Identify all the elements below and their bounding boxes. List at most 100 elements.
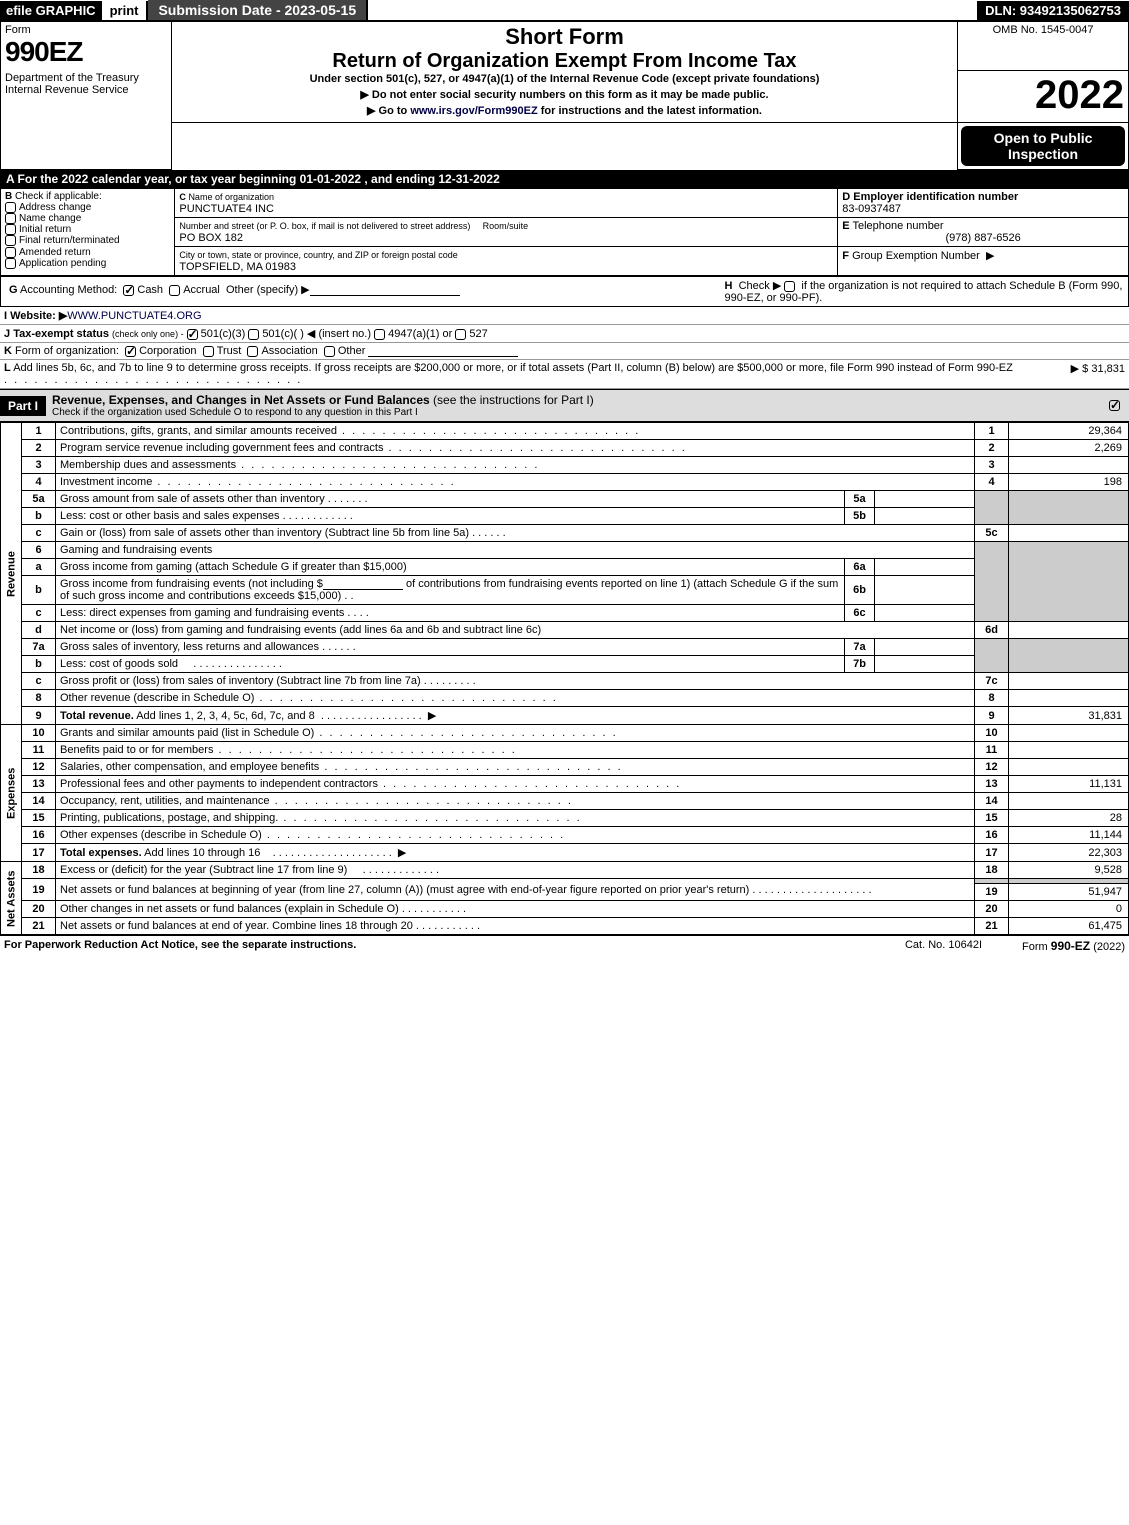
- l20-desc: Other changes in net assets or fund bala…: [60, 903, 399, 915]
- irs-link[interactable]: www.irs.gov/Form990EZ: [410, 105, 537, 117]
- l11-desc: Benefits paid to or for members: [60, 744, 213, 756]
- l14-num: 14: [22, 793, 56, 810]
- l7b-boxval: [875, 656, 975, 673]
- phone-value: (978) 887-6526: [842, 232, 1124, 244]
- city-value: TOPSFIELD, MA 01983: [179, 261, 296, 273]
- cash-label: Cash: [137, 284, 163, 296]
- assoc-checkbox[interactable]: [247, 346, 258, 357]
- l6d-desc: Net income or (loss) from gaming and fun…: [56, 622, 975, 639]
- efile-label: efile GRAPHIC: [0, 1, 102, 20]
- expenses-vert-label: Expenses: [1, 725, 22, 862]
- addr-change-checkbox[interactable]: [5, 202, 16, 213]
- org-name: PUNCTUATE4 INC: [179, 203, 274, 215]
- l21-r: 21: [975, 918, 1009, 935]
- name-org-label: Name of organization: [188, 192, 274, 202]
- short-form-title: Short Form: [176, 24, 953, 50]
- group-exempt-label: Group Exemption Number: [852, 250, 980, 262]
- l2-val: 2,269: [1009, 440, 1129, 457]
- form-header: Form 990EZ Short Form Return of Organiza…: [0, 21, 1129, 170]
- l7b-desc: Less: cost of goods sold: [60, 658, 178, 670]
- l3-num: 3: [22, 457, 56, 474]
- l5c-r: 5c: [975, 525, 1009, 542]
- street-label: Number and street (or P. O. box, if mail…: [179, 221, 470, 231]
- l5b-desc: Less: cost or other basis and sales expe…: [60, 510, 280, 522]
- l21-desc: Net assets or fund balances at end of ye…: [60, 920, 413, 932]
- l20-r: 20: [975, 901, 1009, 918]
- assoc-label: Association: [261, 345, 317, 357]
- l5a-num: 5a: [22, 491, 56, 508]
- l4-num: 4: [22, 474, 56, 491]
- other-org-checkbox[interactable]: [324, 346, 335, 357]
- l8-desc: Other revenue (describe in Schedule O): [60, 692, 254, 704]
- l4-desc: Investment income: [60, 476, 152, 488]
- 4947-label: 4947(a)(1) or: [388, 328, 452, 340]
- 501c-checkbox[interactable]: [248, 329, 259, 340]
- omb-number: OMB No. 1545-0047: [958, 22, 1129, 71]
- other-org-blank: [368, 345, 518, 357]
- amended-return-checkbox[interactable]: [5, 247, 16, 258]
- l6-num: 6: [22, 542, 56, 559]
- revenue-vert-label: Revenue: [1, 423, 22, 725]
- l11-num: 11: [22, 742, 56, 759]
- l7c-num: c: [22, 673, 56, 690]
- 527-label: 527: [469, 328, 487, 340]
- section-b-title: Check if applicable:: [15, 191, 102, 202]
- app-pending-checkbox[interactable]: [5, 258, 16, 269]
- corp-label: Corporation: [139, 345, 196, 357]
- h-checkbox[interactable]: [784, 281, 795, 292]
- phone-label: Telephone number: [852, 220, 943, 232]
- room-label: Room/suite: [483, 221, 529, 231]
- name-change-checkbox[interactable]: [5, 213, 16, 224]
- initial-return-checkbox[interactable]: [5, 224, 16, 235]
- l17-num: 17: [22, 844, 56, 862]
- website-link[interactable]: WWW.PUNCTUATE4.ORG: [67, 310, 201, 322]
- l18-desc: Excess or (deficit) for the year (Subtra…: [60, 864, 347, 876]
- l7c-r: 7c: [975, 673, 1009, 690]
- under-section: Under section 501(c), 527, or 4947(a)(1)…: [176, 73, 953, 85]
- final-return-label: Final return/terminated: [19, 236, 120, 247]
- l2-desc: Program service revenue including govern…: [60, 442, 383, 454]
- l6d-val: [1009, 622, 1129, 639]
- section-j: J Tax-exempt status (check only one) - 5…: [0, 325, 1129, 343]
- final-return-checkbox[interactable]: [5, 235, 16, 246]
- section-i: I Website: ▶WWW.PUNCTUATE4.ORG: [0, 307, 1129, 325]
- 4947-checkbox[interactable]: [374, 329, 385, 340]
- tax-year: 2022: [958, 70, 1129, 123]
- amended-return-label: Amended return: [19, 247, 91, 258]
- l11-val: [1009, 742, 1129, 759]
- section-f-label: F: [842, 250, 849, 262]
- 527-checkbox[interactable]: [455, 329, 466, 340]
- corp-checkbox[interactable]: [125, 346, 136, 357]
- cash-checkbox[interactable]: [123, 285, 134, 296]
- cat-no: Cat. No. 10642I: [905, 939, 982, 953]
- part-1-schedule-o-checkbox[interactable]: [1109, 400, 1120, 411]
- l6a-desc: Gross income from gaming (attach Schedul…: [56, 559, 845, 576]
- section-l-arrow: ▶ $: [1071, 363, 1089, 375]
- accrual-checkbox[interactable]: [169, 285, 180, 296]
- name-change-label: Name change: [19, 213, 81, 224]
- trust-checkbox[interactable]: [203, 346, 214, 357]
- section-g-label: G: [9, 284, 18, 296]
- submission-date: Submission Date - 2023-05-15: [148, 0, 368, 20]
- print-link[interactable]: print: [102, 1, 149, 20]
- section-l: L Add lines 5b, 6c, and 7b to line 9 to …: [0, 360, 1129, 389]
- part-1-header: Part I Revenue, Expenses, and Changes in…: [0, 389, 1129, 422]
- l21-num: 21: [22, 918, 56, 935]
- l19-desc: Net assets or fund balances at beginning…: [60, 884, 749, 896]
- dln-label: DLN: 93492135062753: [977, 1, 1129, 20]
- l8-r: 8: [975, 690, 1009, 707]
- addr-change-label: Address change: [19, 202, 91, 213]
- 501c3-label: 501(c)(3): [201, 328, 246, 340]
- 501c3-checkbox[interactable]: [187, 329, 198, 340]
- l12-num: 12: [22, 759, 56, 776]
- group-exempt-arrow: ▶: [986, 250, 994, 262]
- l7b-num: b: [22, 656, 56, 673]
- l6-desc: Gaming and fundraising events: [56, 542, 975, 559]
- 501c-label: 501(c)( ) ◀ (insert no.): [262, 328, 371, 340]
- page-footer: For Paperwork Reduction Act Notice, see …: [0, 935, 1129, 956]
- initial-return-label: Initial return: [19, 224, 71, 235]
- l10-val: [1009, 725, 1129, 742]
- trust-label: Trust: [217, 345, 242, 357]
- section-k-label: K: [4, 345, 12, 357]
- section-e-label: E: [842, 220, 849, 232]
